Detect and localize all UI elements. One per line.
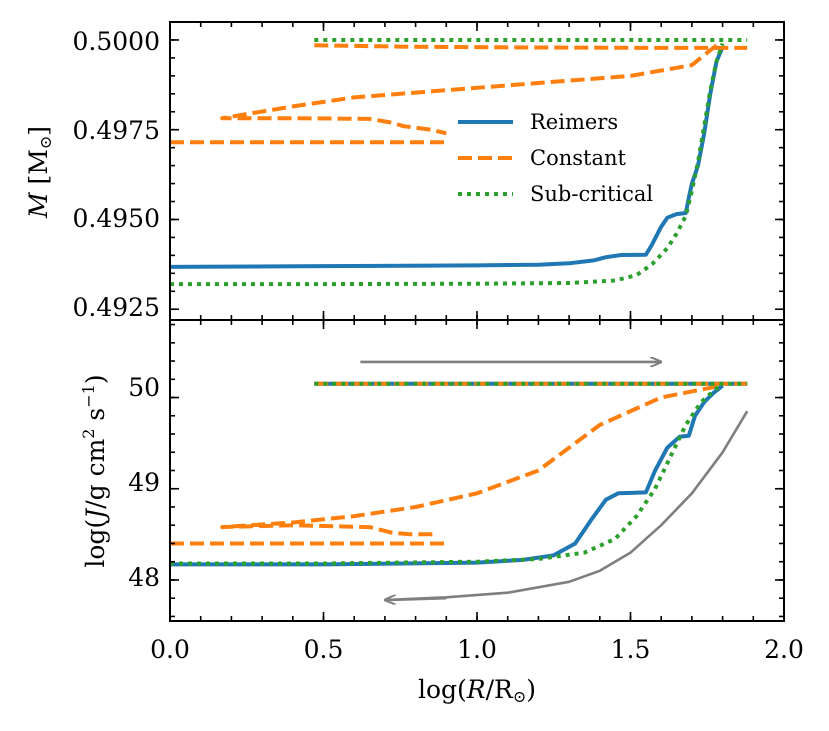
x-axis-label: log(R/R⊙) [418,675,536,706]
series-line-reimers [169,46,725,269]
top-y-axis-label: M [M⊙] [24,126,55,219]
x-tick-label: 1.5 [611,635,651,664]
series-line-sub-critical [170,42,725,287]
top-y-tick-labels: 0.5000 0.4975 0.4950 0.4925 [73,27,160,322]
top-y-tick-label: 0.4925 [73,293,160,322]
bottom-plot-area [170,362,749,602]
top-y-tick-label: 0.4950 [73,204,160,233]
bottom-ticks [169,320,785,621]
legend-label-reimers: Reimers [530,110,618,134]
bottom-panel: 50 49 48 0.0 0.5 1.0 1.5 2.0 log(R/R⊙) l… [79,319,804,706]
legend-label-constant: Constant [530,146,626,170]
legend-entry-reimers: Reimers [458,110,618,134]
bottom-y-tick-label: 50 [128,373,160,402]
bottom-y-tick-labels: 50 49 48 [128,373,160,592]
top-panel: 0.5000 0.4975 0.4950 0.4925 M [M⊙] Reime… [24,21,785,322]
series-line-sub-critical [170,383,724,566]
top-plot-area [169,38,748,287]
legend-entry-subcritical: Sub-critical [458,182,653,206]
top-y-tick-label: 0.5000 [73,27,160,56]
series-line-constant [314,43,748,50]
bottom-y-axis-label: log(J/g cm2 s−1) [79,374,110,567]
bottom-y-tick-label: 48 [128,563,160,592]
top-y-tick-label: 0.4975 [73,116,160,145]
legend: Reimers Constant Sub-critical [458,110,653,206]
x-tick-label: 1.0 [457,635,497,664]
series-line-constant [220,43,718,136]
x-tick-label: 0.5 [304,635,344,664]
bottom-y-tick-label: 49 [128,468,160,497]
top-ticks [169,21,785,320]
series-line-reimers [170,384,724,567]
x-tick-label: 2.0 [764,635,804,664]
x-tick-labels: 0.0 0.5 1.0 1.5 2.0 [150,635,804,664]
bottom-panel-frame [169,319,785,622]
series-line-constant [220,384,717,537]
direction-arrow [385,598,447,600]
x-tick-label: 0.0 [150,635,190,664]
legend-label-subcritical: Sub-critical [530,182,653,206]
series-line-guide-curve [384,410,749,602]
legend-entry-constant: Constant [458,146,626,170]
